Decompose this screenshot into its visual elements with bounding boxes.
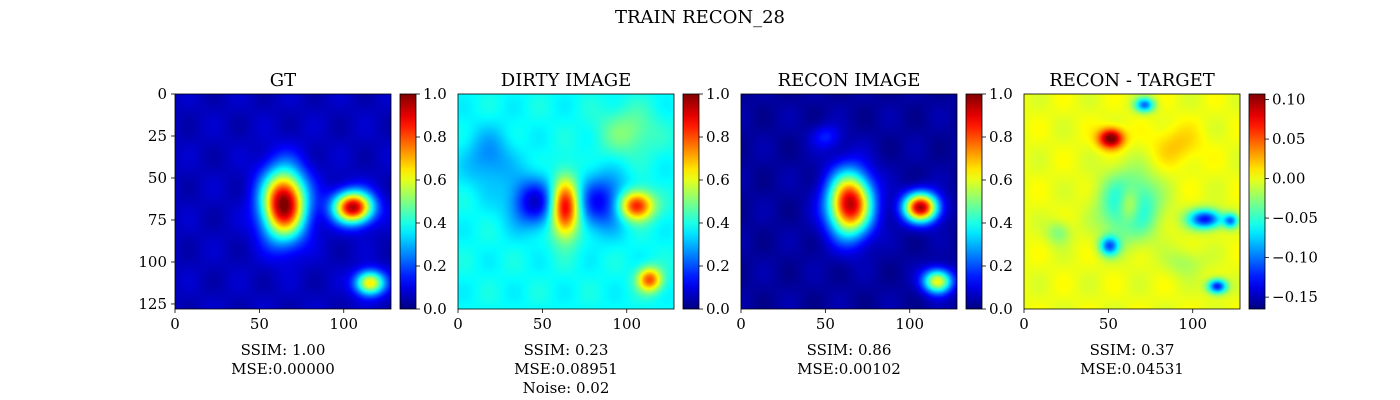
panels: GT 0 50 100 0 25 50 75 100 125 0.0 0.2 0.4 0.6 0.8 1.0 S…	[138, 70, 1318, 397]
colorbar	[682, 93, 700, 310]
colorbar-tick-label: 0.4	[423, 214, 447, 232]
heatmap-image	[175, 94, 391, 309]
heatmap-image	[1024, 94, 1240, 309]
panel-1: GT 0 50 100 0 25 50 75 100 125 0.0 0.2 0.4 0.6 0.8 1.0 S…	[138, 70, 447, 378]
metric-caption: SSIM: 0.86	[807, 341, 892, 359]
figure-suptitle: TRAIN RECON_28	[615, 7, 785, 28]
colorbar-tick-label: 0.0	[706, 300, 730, 318]
metric-caption: Noise: 0.02	[523, 379, 610, 397]
colorbar-tick-label: 0.6	[989, 171, 1013, 189]
x-tick-label: 100	[1178, 315, 1207, 333]
panel-2: DIRTY IMAGE 0 50 100 0.0 0.2 0.4 0.6 0.8 1.0 SSIM:…	[453, 70, 730, 397]
metric-caption: SSIM: 0.23	[524, 341, 609, 359]
panel-title: RECON IMAGE	[778, 70, 921, 91]
x-tick-label: 0	[453, 315, 463, 333]
colorbar-tick-label: 0.05	[1272, 130, 1305, 148]
colorbar-tick-label: 0.10	[1272, 91, 1305, 109]
colorbar-tick-label: −0.10	[1272, 249, 1318, 267]
colorbar-tick-label: 0.0	[989, 300, 1013, 318]
colorbar-tick-label: 1.0	[423, 85, 447, 103]
panel-3: RECON IMAGE 0 50 100 0.0 0.2 0.4 0.6 0.8 1.0 SSIM:…	[736, 70, 1013, 378]
x-tick-label: 100	[612, 315, 641, 333]
x-tick-label: 100	[895, 315, 924, 333]
metric-caption: SSIM: 0.37	[1090, 341, 1175, 359]
y-tick-label: 25	[148, 127, 167, 145]
x-tick-label: 0	[170, 315, 180, 333]
colorbar-tick-label: 0.8	[706, 128, 730, 146]
metric-caption: MSE:0.00102	[797, 360, 901, 378]
colorbar-tick-label: 0.8	[423, 128, 447, 146]
x-tick-label: 50	[1099, 315, 1118, 333]
colorbar-tick-label: 0.4	[706, 214, 730, 232]
axes-frame	[1023, 93, 1241, 310]
metric-caption: MSE:0.08951	[514, 360, 618, 378]
panel-4: RECON - TARGET 0 50 100 0.10 0.05 0.00 −0.05 −0.…	[1019, 70, 1318, 378]
colorbar-tick-label: 0.8	[989, 128, 1013, 146]
y-tick-label: 125	[138, 295, 167, 313]
colorbar	[1248, 93, 1266, 310]
panel-title: DIRTY IMAGE	[501, 70, 631, 91]
axes-frame	[174, 93, 392, 310]
colorbar-tick-label: 0.00	[1272, 170, 1305, 188]
colorbar-tick-label: 1.0	[989, 85, 1013, 103]
axes-frame	[457, 93, 675, 310]
x-tick-label: 50	[816, 315, 835, 333]
colorbar-tick-label: 0.6	[423, 171, 447, 189]
colorbar	[399, 93, 417, 310]
axes-frame	[740, 93, 958, 310]
y-tick-label: 0	[157, 85, 167, 103]
x-tick-label: 50	[250, 315, 269, 333]
panel-title: RECON - TARGET	[1049, 70, 1215, 91]
metric-caption: MSE:0.00000	[231, 360, 335, 378]
colorbar-tick-label: 0.6	[706, 171, 730, 189]
heatmap-image	[741, 94, 957, 309]
y-tick-label: 75	[148, 211, 167, 229]
metric-caption: SSIM: 1.00	[241, 341, 326, 359]
colorbar-tick-label: 0.2	[989, 257, 1013, 275]
colorbar-tick-label: 1.0	[706, 85, 730, 103]
colorbar-tick-label: −0.15	[1272, 288, 1318, 306]
colorbar-tick-label: 0.2	[706, 257, 730, 275]
colorbar-tick-label: −0.05	[1272, 209, 1318, 227]
panel-title: GT	[270, 70, 296, 91]
colorbar	[965, 93, 983, 310]
y-tick-label: 50	[148, 169, 167, 187]
x-tick-label: 100	[329, 315, 358, 333]
colorbar-tick-label: 0.0	[423, 300, 447, 318]
colorbar-tick-label: 0.4	[989, 214, 1013, 232]
x-tick-label: 0	[1019, 315, 1029, 333]
colorbar-tick-label: 0.2	[423, 257, 447, 275]
metric-caption: MSE:0.04531	[1080, 360, 1184, 378]
x-tick-label: 0	[736, 315, 746, 333]
heatmap-image	[458, 94, 674, 309]
y-tick-label: 100	[138, 253, 167, 271]
x-tick-label: 50	[533, 315, 552, 333]
